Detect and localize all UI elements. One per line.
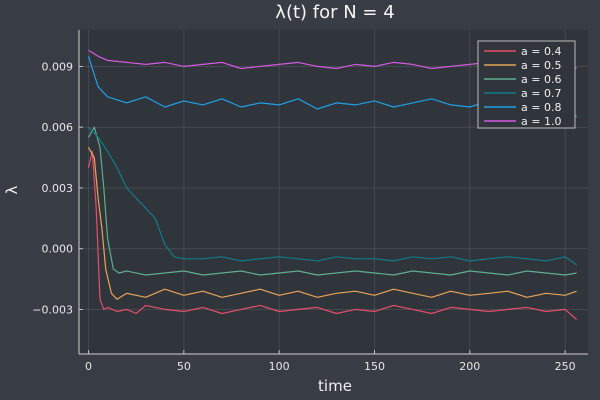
series-group (87, 49, 578, 321)
series-line-3 (87, 126, 577, 276)
axes (78, 30, 588, 355)
legend-entry: a = 0.8 (521, 101, 561, 114)
chart-title: λ(t) for N = 4 (275, 2, 394, 23)
legend-entry: a = 1.0 (521, 115, 561, 128)
x-axis-label: time (318, 377, 352, 395)
y-tick-label: 0.003 (42, 182, 74, 195)
legend-box (477, 40, 576, 129)
series-line-2 (87, 147, 577, 300)
y-tick-label: 0.006 (42, 121, 74, 134)
x-tick-label: 100 (269, 360, 290, 373)
x-tick-label: 50 (177, 360, 191, 373)
legend-entry: a = 0.5 (521, 59, 561, 72)
y-axis-label: λ (3, 185, 21, 194)
x-tick-label: 150 (364, 360, 385, 373)
series-line-1 (87, 150, 577, 321)
x-axis-ticks: 0 50 100 150 200 250 (85, 350, 576, 373)
x-tick-label: 200 (459, 360, 480, 373)
y-tick-label: 0.000 (42, 243, 74, 256)
x-tick-label: 0 (85, 360, 92, 373)
series-line-4 (88, 126, 577, 266)
y-tick-label: −0.003 (32, 303, 73, 316)
x-tick-label: 250 (555, 360, 576, 373)
y-axis-ticks: −0.003 0.000 0.003 0.006 0.009 (32, 60, 83, 316)
legend-entry: a = 0.7 (521, 87, 561, 100)
legend-entry: a = 0.4 (521, 45, 561, 58)
y-tick-label: 0.009 (42, 60, 74, 73)
legend-entry: a = 0.6 (521, 73, 561, 86)
legend: a = 0.4a = 0.5a = 0.6a = 0.7a = 0.8a = 1… (477, 40, 576, 129)
